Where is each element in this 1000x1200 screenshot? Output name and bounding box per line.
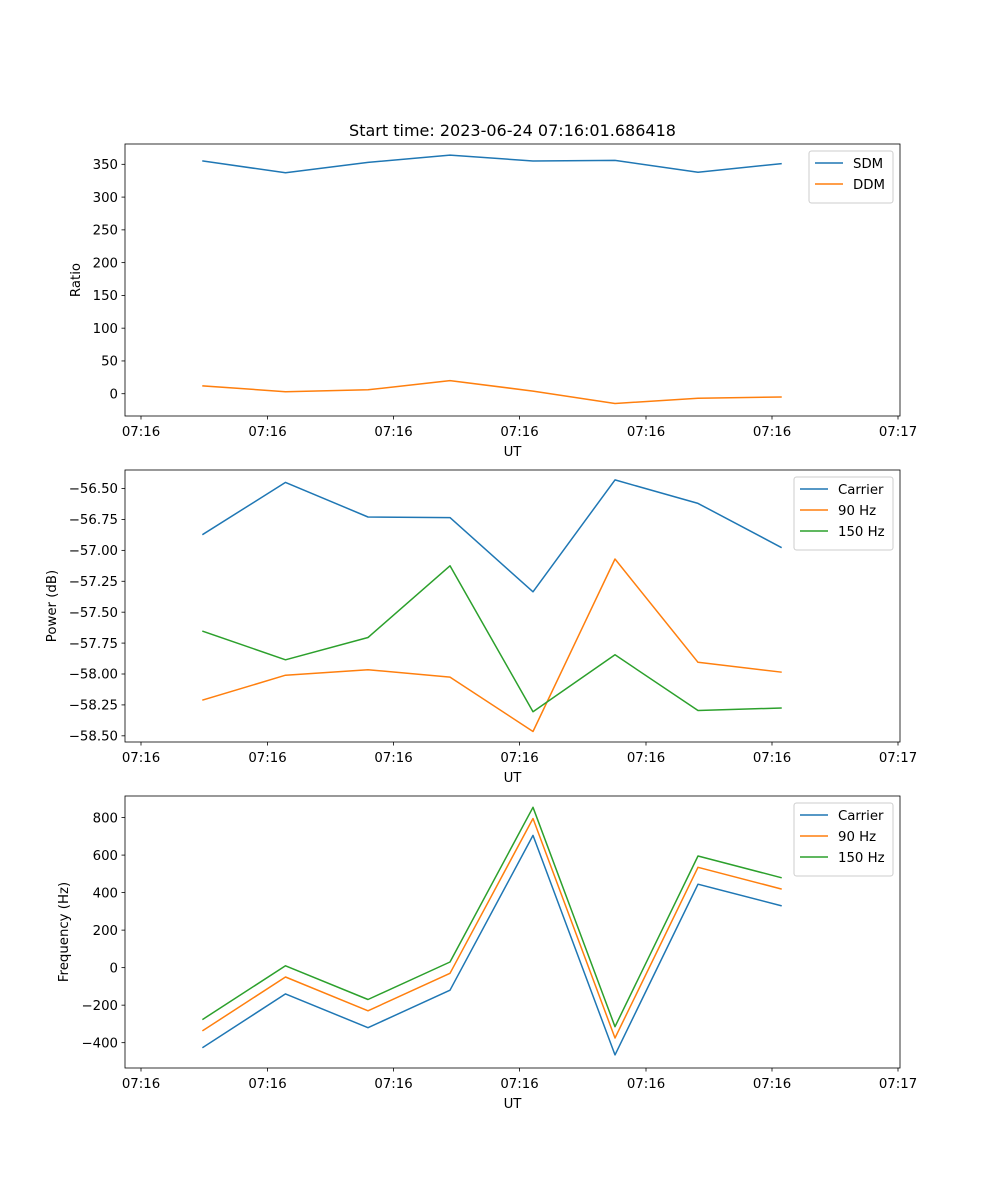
series-line-2: [202, 558, 782, 733]
x-tick-label: 07:16: [500, 751, 538, 766]
series-line-2: [202, 379, 782, 405]
chart-panel-1: 0 50 100 150 200 250 300 350 07:16 07:16 07:16 07:1…: [69, 143, 917, 460]
y-tick-label: −57.75: [69, 637, 118, 652]
y-tick-label: 100: [93, 322, 118, 337]
x-tick-label: 07:17: [879, 425, 917, 440]
chart-panels: 0 50 100 150 200 250 300 350 07:16 07:16 07:16 07:1…: [45, 143, 917, 1112]
y-tick-label: 800: [93, 811, 118, 826]
series-line-2: [201, 817, 782, 1039]
x-tick-label: 07:16: [122, 1077, 160, 1092]
chart-panel-3: −400 −200 0 200 400 600 800 07:16 07:16 07:16 07:1…: [57, 795, 917, 1112]
x-tick-label: 07:16: [500, 425, 538, 440]
y-tick-label: 150: [93, 289, 118, 304]
x-tick-label: 07:16: [500, 1077, 538, 1092]
x-tick-label: 07:16: [627, 425, 665, 440]
x-tick-label: 07:16: [122, 751, 160, 766]
legend: Carrier 90 Hz 150 Hz: [793, 802, 894, 877]
y-tick-label: −57.00: [69, 544, 118, 559]
y-tick-label: 250: [93, 224, 118, 239]
axes-frame: [124, 795, 901, 1069]
legend-label: Carrier: [838, 809, 884, 824]
x-tick-label: 07:16: [753, 751, 791, 766]
x-tick-label: 07:16: [374, 1077, 412, 1092]
y-tick-label: 0: [110, 387, 118, 402]
series-line-1: [201, 479, 783, 593]
legend: SDM DDM: [808, 150, 894, 204]
axes-frame: [124, 143, 901, 417]
y-axis-label: Ratio: [69, 263, 84, 297]
x-tick-label: 07:16: [627, 751, 665, 766]
y-tick-label: −58.25: [69, 699, 118, 714]
x-tick-label: 07:16: [627, 1077, 665, 1092]
legend-label: SDM: [853, 157, 883, 172]
y-tick-label: 0: [110, 961, 118, 976]
x-tick-label: 07:16: [248, 1077, 286, 1092]
x-tick-label: 07:16: [374, 425, 412, 440]
y-tick-label: 50: [101, 355, 118, 370]
y-tick-label: 200: [93, 924, 118, 939]
series-line-1: [202, 154, 782, 174]
x-axis-label: UT: [504, 1097, 523, 1112]
y-tick-label: 300: [93, 191, 118, 206]
y-tick-label: 350: [93, 158, 118, 173]
y-axis-label: Power (dB): [45, 570, 60, 642]
legend-label: 90 Hz: [838, 504, 876, 519]
legend-label: 90 Hz: [838, 830, 876, 845]
y-tick-label: −57.25: [69, 575, 118, 590]
y-tick-label: −200: [81, 999, 118, 1014]
y-axis-label: Frequency (Hz): [57, 882, 72, 982]
legend: Carrier 90 Hz 150 Hz: [793, 476, 894, 551]
y-tick-label: −57.50: [69, 606, 118, 621]
y-tick-label: −400: [81, 1036, 118, 1051]
legend-label: 150 Hz: [838, 525, 885, 540]
y-tick-label: −58.00: [69, 668, 118, 683]
legend-label: 150 Hz: [838, 851, 885, 866]
axes-frame: [124, 469, 901, 743]
chart-panel-2: −58.50 −58.25 −58.00 −57.75 −57.50 −57.25 −57.…: [45, 469, 917, 786]
legend-box: [808, 150, 894, 204]
series-line-1: [201, 834, 782, 1056]
x-tick-label: 07:17: [879, 1077, 917, 1092]
series-line-3: [201, 806, 782, 1028]
x-tick-label: 07:16: [122, 425, 160, 440]
x-tick-label: 07:16: [753, 1077, 791, 1092]
series-line-3: [202, 565, 782, 713]
legend-label: DDM: [853, 178, 885, 193]
y-tick-label: 400: [93, 886, 118, 901]
x-tick-label: 07:16: [374, 751, 412, 766]
x-tick-label: 07:16: [248, 751, 286, 766]
y-tick-label: −56.50: [69, 482, 118, 497]
x-axis-label: UT: [504, 771, 523, 786]
x-axis-label: UT: [504, 445, 523, 460]
x-tick-label: 07:16: [248, 425, 286, 440]
y-tick-label: −58.50: [69, 730, 118, 745]
y-tick-label: −56.75: [69, 513, 118, 528]
y-tick-label: 200: [93, 256, 118, 271]
legend-label: Carrier: [838, 483, 884, 498]
x-tick-label: 07:17: [879, 751, 917, 766]
figure-title: Start time: 2023-06-24 07:16:01.686418: [349, 121, 676, 140]
y-tick-label: 600: [93, 849, 118, 864]
x-tick-label: 07:16: [753, 425, 791, 440]
